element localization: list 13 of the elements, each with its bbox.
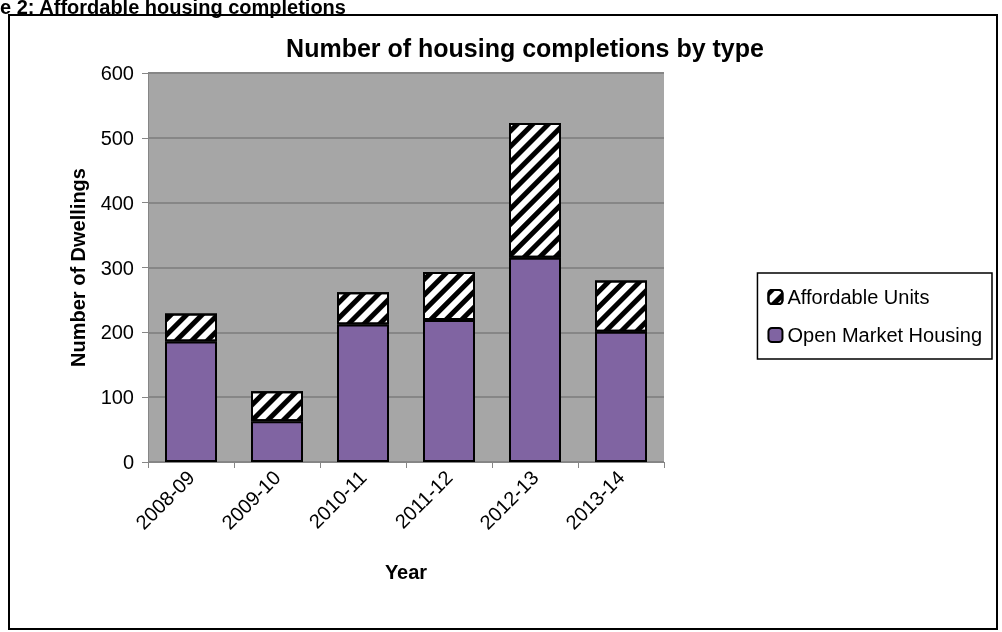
- y-tick-label: 500: [100, 126, 134, 149]
- chart-title: Number of housing completions by type: [286, 33, 764, 62]
- y-tick-label: 100: [100, 386, 134, 409]
- y-tick-label: 0: [122, 451, 134, 473]
- text: e 2: Affordable housing completions: [0, 0, 346, 19]
- legend-label: Open Market Housing: [787, 324, 983, 346]
- y-tick-label: 600: [100, 62, 134, 84]
- x-axis-title: Year: [384, 561, 428, 583]
- legend-label: Affordable Units: [787, 286, 930, 308]
- y-tick-label: 200: [100, 321, 134, 344]
- y-tick-label: 400: [100, 191, 134, 214]
- y-axis-title: Number of Dwellings: [67, 168, 89, 367]
- y-tick-label: 300: [100, 256, 134, 279]
